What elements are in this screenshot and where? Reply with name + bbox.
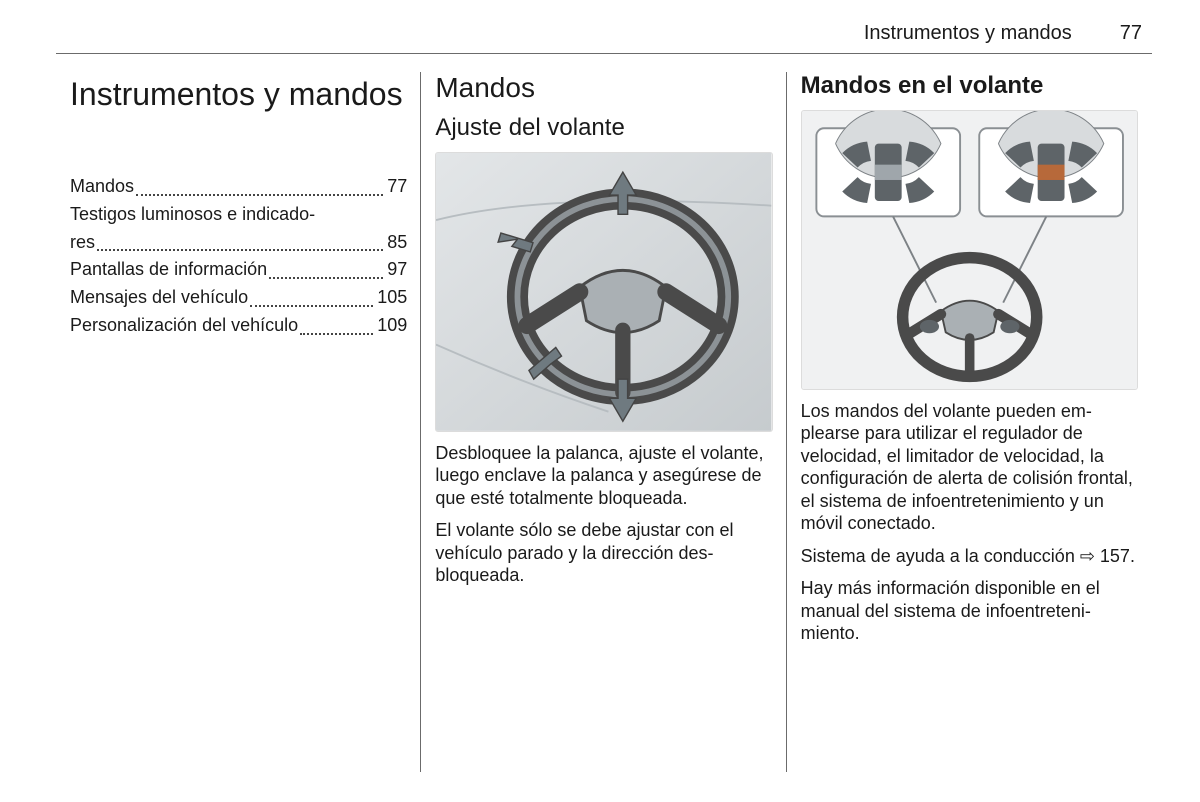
toc-label: Mensajes del vehículo [70, 284, 248, 312]
toc-leader-dots [269, 277, 383, 279]
steering-wheel-adjustment-icon [436, 153, 771, 431]
manual-page: Instrumentos y mandos 77 Instrumentos y … [0, 0, 1200, 802]
subsection-heading: Mandos en el volante [801, 72, 1138, 100]
cross-reference: Sistema de ayuda a la conducción ⇨ 157. [801, 546, 1135, 566]
toc-page: 105 [377, 284, 407, 312]
figure-steering-adjustment [435, 152, 772, 432]
table-of-contents: Mandos 77 Testigos luminosos e indicado-… [70, 173, 407, 340]
toc-entry: Pantallas de información 97 [70, 256, 407, 284]
chapter-heading: Instrumentos y mandos [70, 76, 407, 113]
toc-label: Testigos luminosos e indicado- [70, 201, 407, 229]
toc-label: res [70, 229, 95, 257]
paragraph: Los mandos del volante pueden em­plearse… [801, 400, 1138, 535]
toc-leader-dots [250, 305, 373, 307]
paragraph: Desbloquee la palanca, ajuste el vo­lant… [435, 442, 772, 510]
running-header: Instrumentos y mandos 77 [56, 22, 1152, 45]
paragraph: Sistema de ayuda a la conducción ⇨ 157. [801, 545, 1138, 568]
toc-entry: Mensajes del vehículo 105 [70, 284, 407, 312]
toc-page: 77 [387, 173, 407, 201]
toc-entry: Mandos 77 [70, 173, 407, 201]
steering-wheel-controls-icon [802, 111, 1137, 389]
toc-page: 109 [377, 312, 407, 340]
paragraph: Hay más información disponible en el man… [801, 577, 1138, 645]
toc-leader-dots [300, 333, 373, 335]
toc-page: 85 [387, 229, 407, 257]
toc-label: Pantallas de información [70, 256, 267, 284]
header-rule [56, 53, 1152, 54]
toc-label: Mandos [70, 173, 134, 201]
toc-entry: Testigos luminosos e indicado- res 85 [70, 201, 407, 257]
running-header-page-number: 77 [1120, 22, 1142, 45]
running-header-title: Instrumentos y mandos [864, 22, 1072, 45]
toc-page: 97 [387, 256, 407, 284]
content-columns: Instrumentos y mandos Mandos 77 Testigos… [56, 72, 1152, 772]
subsection-heading: Ajuste del volante [435, 114, 772, 142]
toc-entry: Personalización del vehículo 109 [70, 312, 407, 340]
body-text: Desbloquee la palanca, ajuste el vo­lant… [435, 442, 772, 587]
toc-leader-dots [136, 194, 383, 196]
body-text: Los mandos del volante pueden em­plearse… [801, 400, 1138, 645]
paragraph: El volante sólo se debe ajustar con el v… [435, 519, 772, 587]
section-heading: Mandos [435, 72, 772, 104]
figure-steering-controls [801, 110, 1138, 390]
column-1: Instrumentos y mandos Mandos 77 Testigos… [56, 72, 421, 772]
toc-label: Personalización del vehículo [70, 312, 298, 340]
toc-leader-dots [97, 249, 383, 251]
column-3: Mandos en el volante [787, 72, 1152, 772]
column-2: Mandos Ajuste del volante [421, 72, 786, 772]
